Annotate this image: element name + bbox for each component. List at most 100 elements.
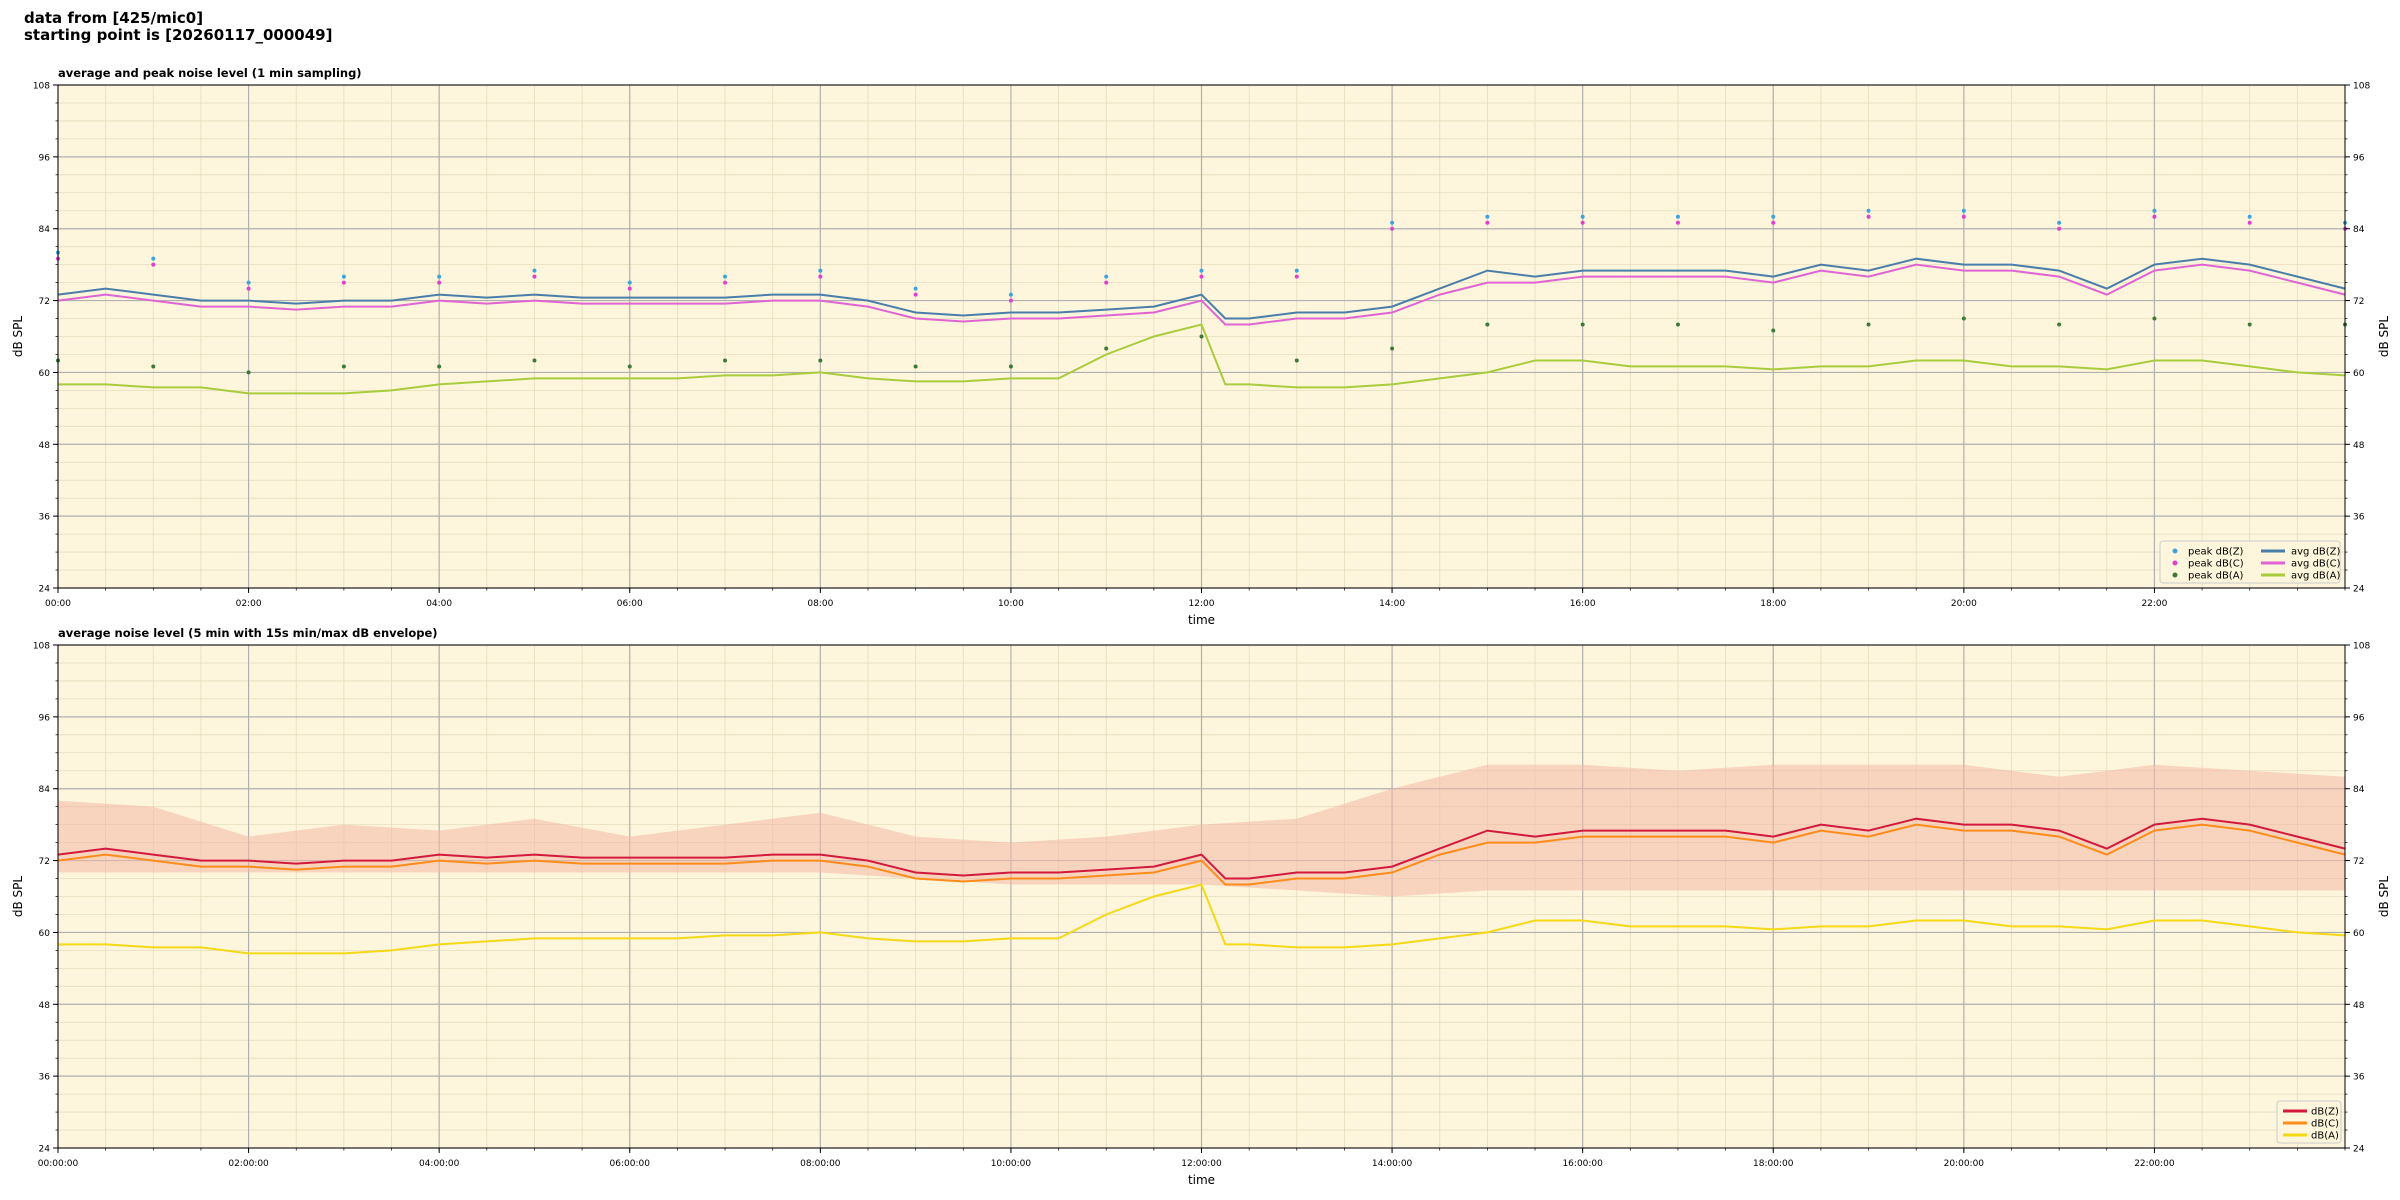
y-tick-label: 60 xyxy=(39,929,51,939)
y-tick-label-right: 96 xyxy=(2353,153,2365,163)
scatter-point xyxy=(532,358,537,363)
y-tick-label: 72 xyxy=(39,857,50,867)
scatter-point xyxy=(1580,220,1585,225)
scatter-point xyxy=(341,280,346,285)
chart-panel-2: 24 24 36 36 48 48 60 60 72 72 84 84 96 96 108 108 00:00:… xyxy=(11,626,2391,1187)
page-header: data from [425/mic0] starting point is [… xyxy=(24,10,332,44)
scatter-point xyxy=(913,292,918,297)
y-tick-label: 24 xyxy=(39,585,51,595)
scatter-point xyxy=(1675,220,1680,225)
scatter-point xyxy=(818,358,823,363)
series-line xyxy=(57,817,2346,880)
legend-label: peak dB(Z) xyxy=(2188,547,2244,558)
scatter-point xyxy=(913,364,918,369)
x-tick-label: 16:00 xyxy=(1570,599,1596,609)
scatter-point xyxy=(2057,226,2062,231)
scatter-point xyxy=(1199,274,1204,279)
y-tick-label-right: 96 xyxy=(2353,713,2365,723)
legend-marker xyxy=(2172,560,2178,566)
y-tick-label: 48 xyxy=(39,441,51,451)
y-tick-label-right: 36 xyxy=(2353,1073,2365,1083)
scatter-point xyxy=(1008,298,1013,303)
scatter-point xyxy=(1104,274,1109,279)
scatter-point xyxy=(1580,214,1585,219)
scatter-point xyxy=(1771,214,1776,219)
scatter-point xyxy=(2057,220,2062,225)
scatter-point xyxy=(1008,364,1013,369)
y-tick-label-right: 72 xyxy=(2353,857,2364,867)
y-tick-label-right: 108 xyxy=(2353,82,2370,92)
scatter-point xyxy=(1104,346,1109,351)
scatter-point xyxy=(2247,214,2252,219)
scatter-point xyxy=(1294,274,1299,279)
y-tick-label: 96 xyxy=(39,153,51,163)
y-tick-label-right: 84 xyxy=(2353,225,2365,235)
x-tick-label: 20:00 xyxy=(1951,599,1977,609)
legend-label: avg dB(A) xyxy=(2291,571,2341,582)
x-tick-label: 18:00 xyxy=(1760,599,1786,609)
scatter-point xyxy=(1390,226,1395,231)
scatter-point xyxy=(818,268,823,273)
scatter-point xyxy=(2247,220,2252,225)
legend-label: avg dB(C) xyxy=(2291,559,2341,570)
scatter-point xyxy=(1675,214,1680,219)
x-tick-label: 00:00 xyxy=(45,599,71,609)
x-tick-label: 08:00 xyxy=(807,599,833,609)
scatter-point xyxy=(1294,358,1299,363)
scatter-point xyxy=(2057,322,2062,327)
y-tick-label: 108 xyxy=(33,642,50,652)
legend-label: dB(Z) xyxy=(2311,1107,2339,1118)
scatter-point xyxy=(2247,322,2252,327)
x-tick-label: 08:00:00 xyxy=(800,1159,841,1169)
y-tick-label: 96 xyxy=(39,713,51,723)
y-axis-label: dB SPL xyxy=(11,316,25,358)
y-tick-label-right: 48 xyxy=(2353,441,2365,451)
y-axis-label-right: dB SPL xyxy=(2377,876,2391,918)
x-tick-label: 14:00:00 xyxy=(1372,1159,1413,1169)
scatter-point xyxy=(723,280,728,285)
y-tick-label: 84 xyxy=(39,785,51,795)
y-tick-label: 72 xyxy=(39,297,50,307)
legend-box xyxy=(2159,540,2341,584)
series-line xyxy=(57,257,2346,320)
legend: peak dB(Z)peak dB(C)peak dB(A)avg dB(Z)a… xyxy=(2159,540,2341,584)
y-tick-label-right: 60 xyxy=(2353,369,2365,379)
scatter-point xyxy=(532,274,537,279)
x-tick-label: 12:00:00 xyxy=(1181,1159,1222,1169)
data-source-label: data from [425/mic0] xyxy=(24,9,204,27)
scatter-point xyxy=(1390,220,1395,225)
scatter-point xyxy=(1580,322,1585,327)
scatter-point xyxy=(913,286,918,291)
x-tick-label: 04:00:00 xyxy=(419,1159,460,1169)
scatter-point xyxy=(1771,220,1776,225)
scatter-point xyxy=(1866,208,1871,213)
scatter-point xyxy=(1866,322,1871,327)
x-tick-label: 14:00 xyxy=(1379,599,1405,609)
scatter-point xyxy=(151,262,156,267)
scatter-point xyxy=(1866,214,1871,219)
y-tick-label: 60 xyxy=(39,369,51,379)
scatter-point xyxy=(723,358,728,363)
scatter-point xyxy=(341,274,346,279)
y-tick-label-right: 36 xyxy=(2353,513,2365,523)
scatter-point xyxy=(1961,208,1966,213)
series-line xyxy=(57,823,2346,886)
scatter-point xyxy=(1199,334,1204,339)
y-tick-label-right: 24 xyxy=(2353,585,2365,595)
scatter-point xyxy=(1485,322,1490,327)
starting-point-label: starting point is [20260117_000049] xyxy=(24,26,333,44)
scatter-point xyxy=(532,268,537,273)
y-tick-label-right: 72 xyxy=(2353,297,2364,307)
x-tick-label: 22:00:00 xyxy=(2134,1159,2175,1169)
scatter-point xyxy=(1771,328,1776,333)
scatter-point xyxy=(627,280,632,285)
scatter-point xyxy=(1104,280,1109,285)
scatter-point xyxy=(1675,322,1680,327)
y-tick-label: 84 xyxy=(39,225,51,235)
scatter-point xyxy=(1390,346,1395,351)
series-line xyxy=(58,323,2346,395)
y-tick-label: 36 xyxy=(39,513,51,523)
legend-label: dB(A) xyxy=(2311,1131,2339,1142)
series-line xyxy=(57,263,2346,326)
legend-label: peak dB(A) xyxy=(2188,571,2244,582)
